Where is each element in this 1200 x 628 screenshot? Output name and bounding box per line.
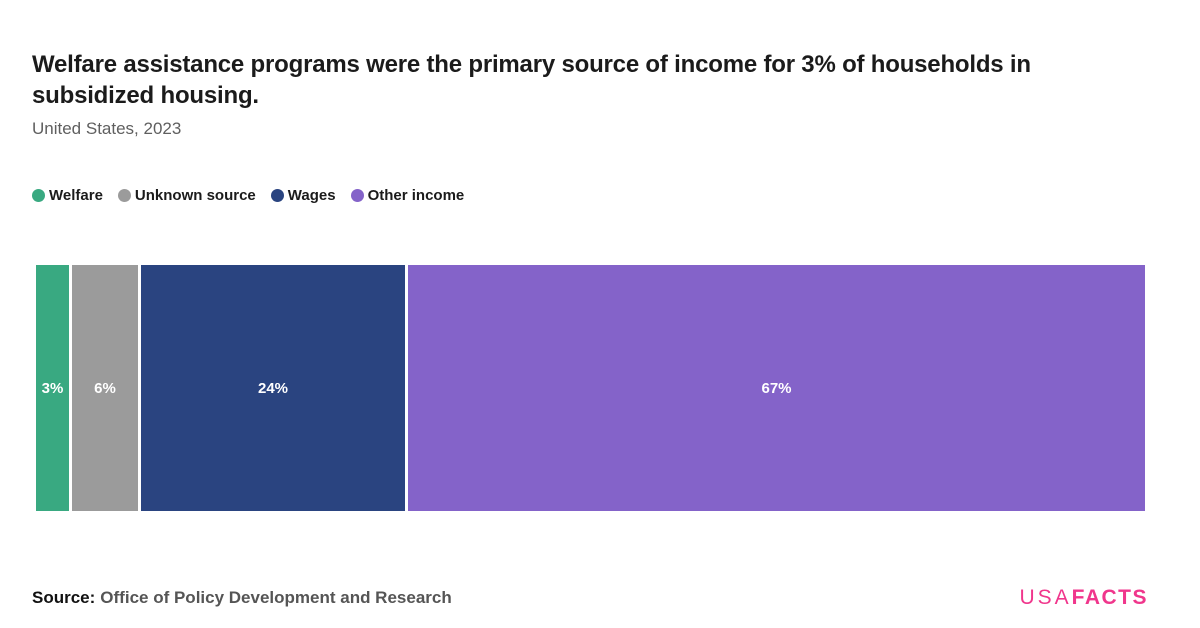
bar-segment-value-label: 24% — [257, 379, 289, 397]
bar-segment-other-income[interactable]: 67% — [408, 265, 1145, 511]
source-link[interactable]: Office of Policy Development and Researc… — [100, 588, 452, 607]
bar-segment-unknown-source[interactable]: 6% — [72, 265, 138, 511]
legend-label: Wages — [287, 187, 336, 204]
chart-subtitle: United States, 2023 — [32, 119, 182, 138]
stacked-bar: 3% 6% 24% 67% — [36, 265, 1145, 511]
chart-legend: Welfare Unknown source Wages Other income — [32, 187, 464, 204]
legend-dot-icon — [350, 189, 364, 202]
legend-label: Other income — [367, 187, 465, 204]
usafacts-logo-facts: FACTS — [1071, 586, 1148, 609]
legend-item-wages[interactable]: Wages — [270, 187, 336, 204]
bar-segment-value-label: 67% — [761, 379, 792, 397]
chart-header: Welfare assistance programs were the pri… — [32, 49, 1140, 139]
legend-label: Unknown source — [134, 187, 256, 204]
legend-dot-icon — [117, 189, 131, 202]
bar-segment-value-label: 6% — [94, 379, 116, 397]
bar-segment-welfare[interactable]: 3% — [36, 265, 69, 511]
source-label: Source: — [32, 588, 96, 607]
source-line: Source: Office of Policy Development and … — [32, 588, 452, 608]
usafacts-logo[interactable]: USAFACTS — [1019, 587, 1148, 608]
bar-segment-value-label: 3% — [41, 379, 64, 397]
usafacts-logo-usa: USA — [1019, 586, 1072, 609]
legend-item-welfare[interactable]: Welfare — [32, 187, 103, 204]
legend-dot-icon — [270, 189, 284, 202]
legend-dot-icon — [32, 189, 45, 202]
legend-item-other-income[interactable]: Other income — [350, 187, 465, 204]
bar-segment-wages[interactable]: 24% — [141, 265, 405, 511]
legend-item-unknown-source[interactable]: Unknown source — [117, 187, 256, 204]
legend-label: Welfare — [49, 187, 103, 204]
chart-title: Welfare assistance programs were the pri… — [32, 51, 1031, 109]
